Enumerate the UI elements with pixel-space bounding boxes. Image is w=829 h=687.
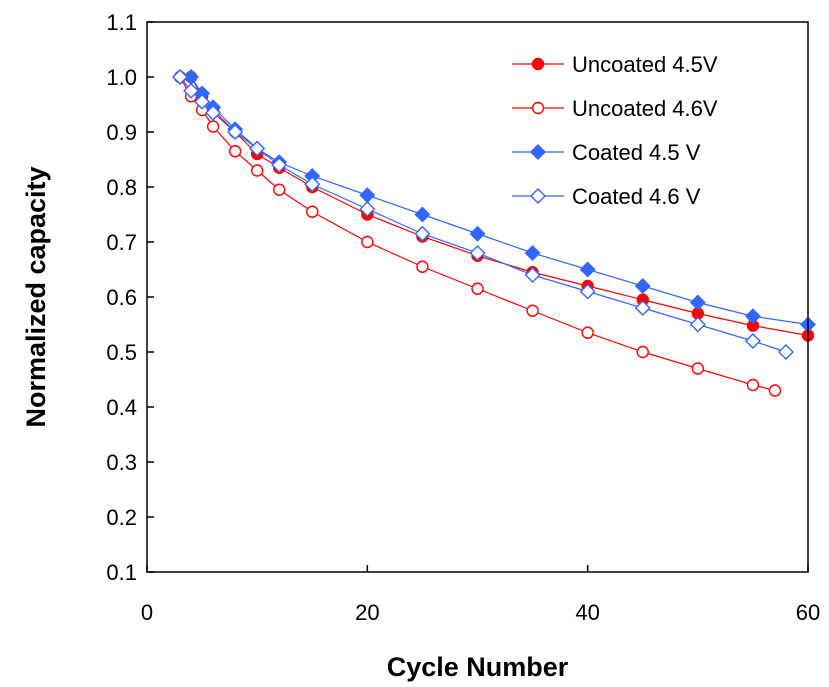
data-point — [636, 345, 649, 359]
data-point — [524, 267, 541, 283]
data-point — [526, 304, 539, 317]
legend: Uncoated 4.5V Uncoated 4.6V Coated 4.5 V Co… — [512, 52, 718, 209]
data-point — [469, 225, 486, 242]
data-point — [273, 183, 286, 196]
plot-area — [172, 69, 816, 397]
data-point — [524, 245, 541, 261]
y-tick-label: 0.9 — [106, 120, 137, 145]
data-point — [634, 278, 651, 294]
series-3 — [172, 69, 794, 360]
x-tick-label: 60 — [796, 600, 820, 625]
data-point — [744, 308, 761, 325]
data-point — [361, 235, 374, 249]
y-tick-label: 0.3 — [106, 450, 137, 475]
data-point — [579, 261, 596, 278]
data-point — [271, 157, 288, 173]
series-2 — [172, 69, 816, 333]
data-point — [414, 225, 431, 242]
data-point — [691, 362, 705, 375]
y-tick-label: 0.7 — [106, 230, 137, 255]
data-point — [359, 187, 376, 204]
data-point — [250, 164, 264, 177]
data-point — [306, 205, 319, 218]
legend-entry-2: Coated 4.5 V — [512, 140, 701, 165]
legend-label: Uncoated 4.5V — [572, 52, 718, 77]
legend-entry-1: Uncoated 4.6V — [512, 96, 718, 121]
x-tick-label: 20 — [355, 600, 379, 625]
series-0 — [173, 70, 815, 342]
data-point — [469, 245, 486, 261]
y-tick-label: 0.6 — [106, 285, 137, 310]
x-tick-label: 40 — [575, 600, 599, 625]
data-point — [689, 316, 706, 333]
legend-label: Coated 4.6 V — [572, 184, 701, 209]
data-point — [205, 104, 222, 121]
x-tick-label: 0 — [141, 600, 153, 625]
data-point — [744, 333, 761, 349]
axes: 0.1 0.2 0.3 0.4 0.5 0.6 0.7 0.8 0.9 1.0 1.1 0 20 40 60 — [106, 10, 820, 625]
data-point — [206, 120, 220, 133]
y-tick-label: 1.1 — [106, 10, 137, 35]
legend-entry-3: Coated 4.6 V — [512, 184, 701, 209]
data-point — [183, 82, 200, 99]
data-point — [581, 326, 594, 339]
y-tick-label: 0.2 — [106, 505, 137, 530]
data-point — [249, 140, 266, 157]
legend-marker — [531, 101, 545, 115]
data-point — [172, 69, 189, 85]
data-point — [359, 201, 376, 217]
data-point — [228, 145, 242, 158]
data-point — [777, 344, 794, 360]
y-tick-label: 0.4 — [106, 395, 137, 420]
data-point — [768, 384, 782, 397]
y-tick-label: 0.1 — [106, 560, 137, 585]
data-point — [416, 260, 429, 273]
y-tick-label: 1.0 — [106, 65, 137, 90]
series-1 — [173, 70, 782, 397]
y-axis-title: Normalized capacity — [21, 166, 51, 427]
data-point — [414, 206, 431, 223]
data-point — [689, 294, 706, 311]
data-point — [304, 176, 321, 193]
data-point — [634, 300, 651, 316]
data-point — [471, 282, 484, 295]
data-point — [746, 378, 760, 392]
legend-marker — [530, 188, 546, 204]
data-point — [194, 93, 211, 110]
y-tick-label: 0.8 — [106, 175, 137, 200]
x-axis-title: Cycle Number — [387, 652, 569, 682]
y-tick-label: 0.5 — [106, 340, 137, 365]
legend-marker — [531, 57, 545, 71]
legend-label: Coated 4.5 V — [572, 140, 701, 165]
data-point — [579, 283, 596, 300]
legend-label: Uncoated 4.6V — [572, 96, 718, 121]
legend-entry-0: Uncoated 4.5V — [512, 52, 718, 77]
legend-marker — [530, 144, 546, 160]
data-point — [227, 124, 244, 140]
